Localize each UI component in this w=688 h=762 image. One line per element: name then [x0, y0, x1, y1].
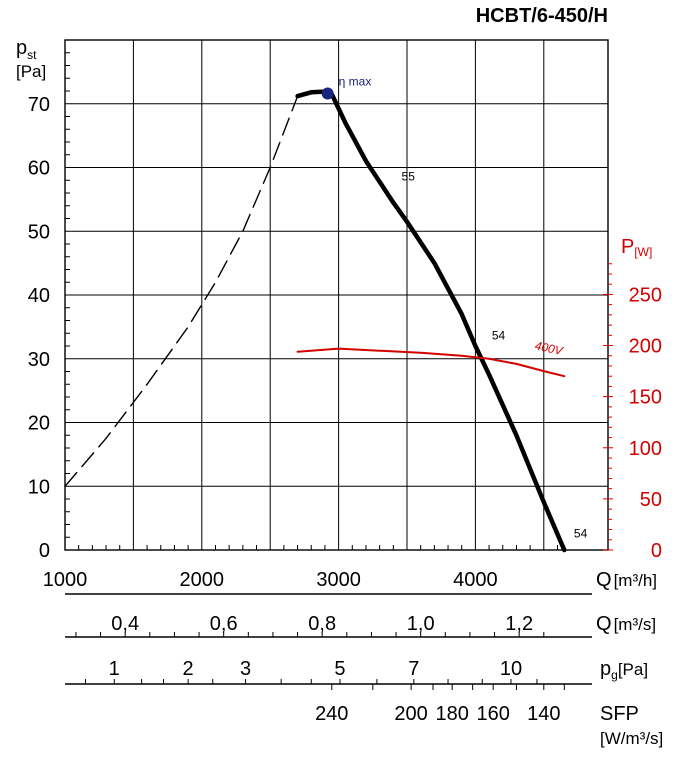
annotation-label: 55 [402, 169, 416, 183]
y-left-tick-label: 40 [28, 285, 50, 307]
chart-title: HCBT/6-450/H [476, 5, 608, 27]
sfp-tick-label: 240 [315, 703, 348, 725]
q-m3s-tick-label: 0,4 [111, 613, 139, 635]
annotation-label: η max [339, 75, 372, 89]
y-axis-right-label: P[W] [621, 236, 652, 259]
pg-tick-label: 2 [183, 658, 194, 680]
y-right-tick-label: 0 [651, 540, 662, 562]
pg-tick-label: 7 [408, 658, 419, 680]
y-right-tick-label: 200 [629, 336, 662, 358]
sfp-tick-label: 200 [394, 703, 427, 725]
y-right-tick-label: 50 [640, 489, 662, 511]
q-m3s-tick-label: 0,6 [210, 613, 238, 635]
plot-frame [64, 39, 609, 551]
y-left-tick-label: 10 [28, 476, 50, 498]
q-m3s-tick-label: 0,8 [308, 613, 336, 635]
y-axis-left-unit: [Pa] [16, 62, 46, 81]
series-line-2 [296, 347, 566, 378]
pg-tick-label: 10 [500, 658, 522, 680]
x-tick-label: 3000 [316, 569, 361, 591]
series-layer [64, 89, 567, 553]
pg-tick-label: 1 [109, 658, 120, 680]
y-right-tick-label: 100 [629, 438, 662, 460]
y-left-tick-label: 70 [28, 94, 50, 116]
y-axis-right-ticks: 0 50 100 150 200 250 [603, 263, 662, 562]
pg-tick-label: 3 [240, 658, 251, 680]
x-axis-ticks: 1000 2000 3000 4000 [43, 569, 498, 591]
sfp-tick-label: 140 [527, 703, 560, 725]
sfp-tick-label: 160 [476, 703, 509, 725]
x-axis-label: Q [m³/h] [596, 569, 657, 591]
x-tick-label: 2000 [180, 569, 225, 591]
q-m3s-label: Q [m³/s] [596, 613, 656, 635]
y-right-tick-label: 250 [629, 284, 662, 306]
annotation-label: 54 [574, 526, 588, 540]
annotation-label: 400V [534, 338, 565, 358]
y-left-tick-label: 30 [28, 349, 50, 371]
y-axis-left-ticks: 0 10 20 30 40 50 60 70 [28, 94, 50, 562]
series-line-1 [64, 95, 299, 487]
eta-max-marker [321, 87, 334, 100]
sfp-label: SFP [600, 703, 639, 725]
x-tick-label: 1000 [43, 569, 88, 591]
y-axis-left-label: pst [16, 37, 37, 62]
grid [65, 39, 608, 550]
axes [64, 39, 609, 551]
q-m3s-tick-label: 1,2 [505, 613, 533, 635]
pg-label: pg[Pa] [600, 658, 648, 682]
y-left-tick-label: 60 [28, 158, 50, 180]
secondary-scales: 0,4 0,6 0,8 1,0 1,2 1 2 3 5 7 10 240 200 180 160 140 [65, 593, 592, 725]
y-left-tick-label: 20 [28, 413, 50, 435]
annotations: η max 55 54 54 400V [321, 75, 588, 540]
y-left-tick-label: 0 [39, 540, 50, 562]
y-left-tick-label: 50 [28, 221, 50, 243]
sfp-tick-label: 180 [435, 703, 468, 725]
q-m3s-tick-label: 1,0 [407, 613, 435, 635]
series-line-0 [295, 89, 567, 553]
y-right-tick-label: 150 [629, 387, 662, 409]
pg-tick-label: 5 [334, 658, 345, 680]
sfp-unit: [W/m³/s] [600, 729, 663, 748]
annotation-label: 54 [492, 329, 506, 343]
x-tick-label: 4000 [453, 569, 498, 591]
